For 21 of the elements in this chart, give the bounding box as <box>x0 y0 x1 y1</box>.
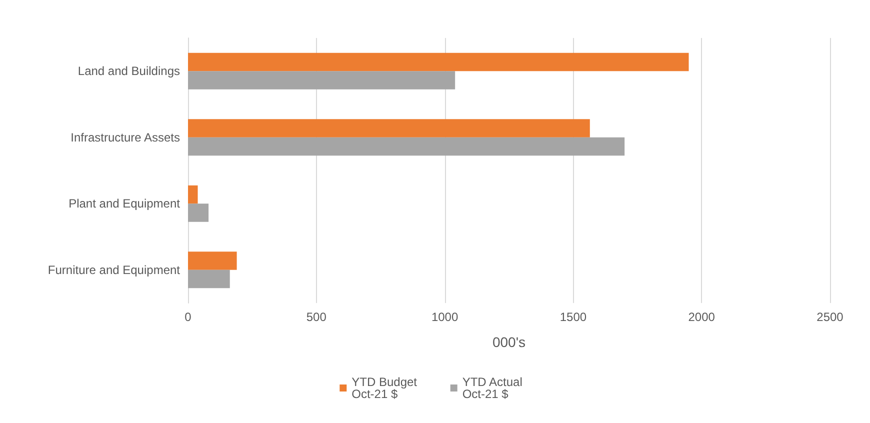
x-axis-title: 000's <box>492 334 526 350</box>
bar <box>188 270 230 288</box>
bar <box>188 71 456 90</box>
x-tick-label: 2500 <box>816 310 844 324</box>
bar <box>188 52 689 72</box>
bar <box>188 185 198 204</box>
x-tick-label: 1000 <box>431 310 458 324</box>
y-tick-label: Infrastructure Assets <box>70 130 180 144</box>
x-tick-label: 500 <box>306 310 327 324</box>
x-tick-label: 1500 <box>560 310 587 324</box>
y-tick-label: Land and Buildings <box>78 64 180 78</box>
legend-label: YTD Budget Oct-21 $ <box>352 375 420 401</box>
bar <box>188 119 590 138</box>
bar <box>188 204 209 222</box>
y-tick-label: Plant and Equipment <box>68 196 181 211</box>
y-tick-label: Furniture and Equipment <box>48 262 181 277</box>
legend-label: YTD Actual Oct-21 $ <box>462 375 526 401</box>
bar <box>188 252 237 270</box>
x-tick-label: 2000 <box>688 310 716 324</box>
x-tick-label: 0 <box>184 310 192 324</box>
bar <box>188 137 625 156</box>
